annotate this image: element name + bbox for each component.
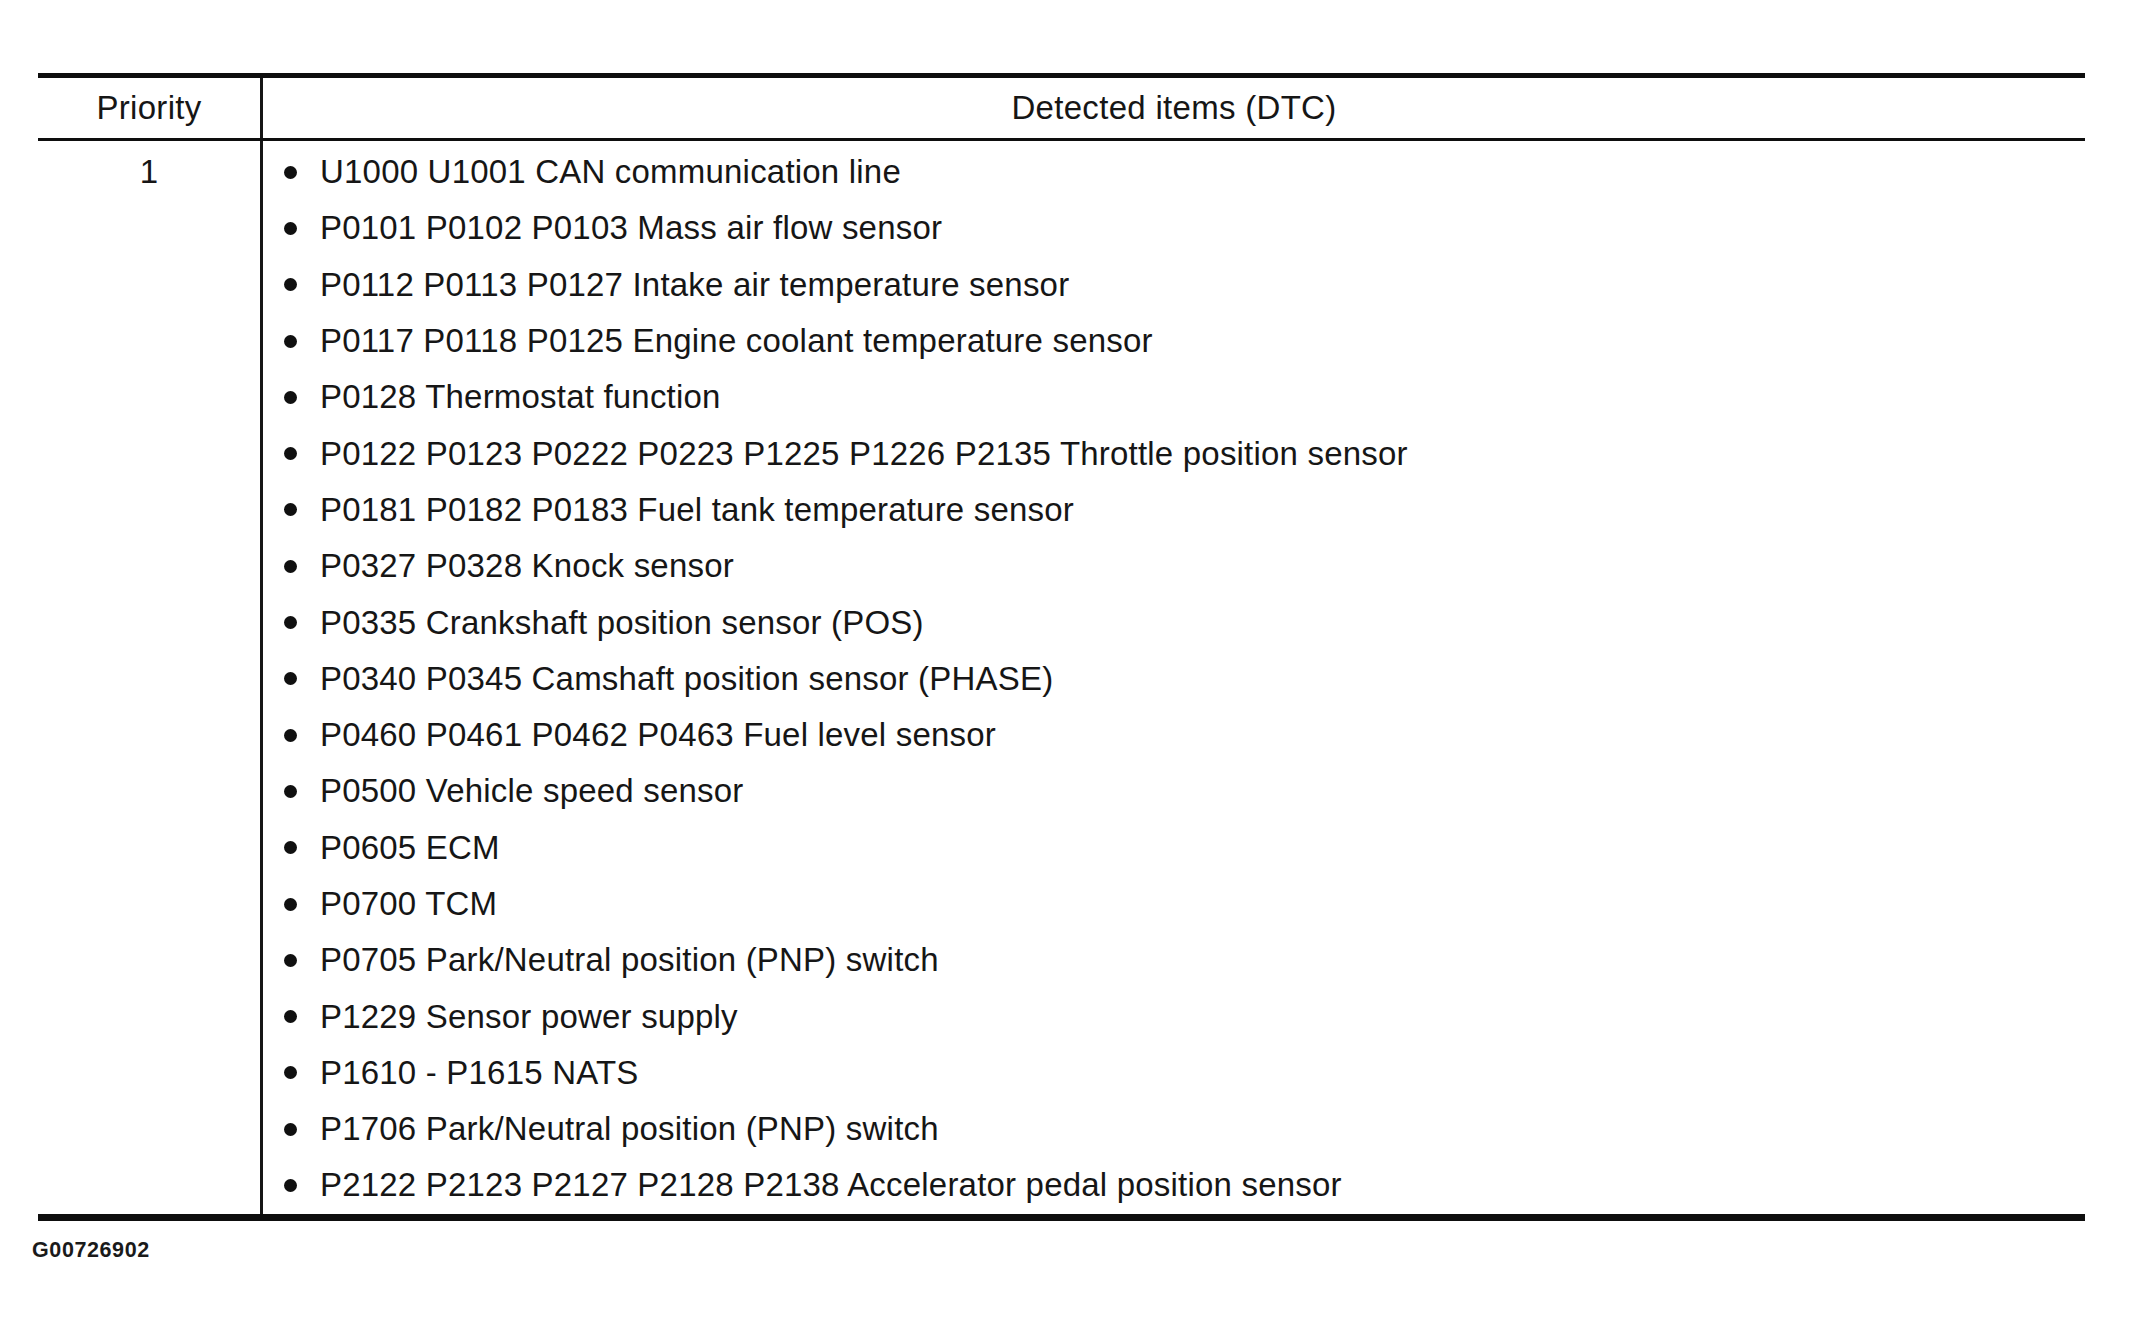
dtc-list: U1000 U1001 CAN communication line P0101… — [263, 141, 2085, 1214]
dtc-item-text: P0128 Thermostat function — [320, 378, 721, 416]
dtc-list-item: U1000 U1001 CAN communication line — [284, 144, 2085, 200]
dtc-item-text: P1706 Park/Neutral position (PNP) switch — [320, 1110, 939, 1148]
bullet-icon — [284, 391, 297, 404]
dtc-item-text: P0705 Park/Neutral position (PNP) switch — [320, 941, 939, 979]
dtc-list-item: P0327 P0328 Knock sensor — [284, 538, 2085, 594]
dtc-list-item: P0101 P0102 P0103 Mass air flow sensor — [284, 200, 2085, 256]
dtc-list-item: P0122 P0123 P0222 P0223 P1225 P1226 P213… — [284, 425, 2085, 481]
bullet-icon — [284, 1066, 297, 1079]
bullet-icon — [284, 729, 297, 742]
dtc-list-item: P0335 Crankshaft position sensor (POS) — [284, 594, 2085, 650]
dtc-list-item: P0605 ECM — [284, 820, 2085, 876]
dtc-item-text: P0327 P0328 Knock sensor — [320, 547, 734, 585]
dtc-item-text: P0335 Crankshaft position sensor (POS) — [320, 604, 924, 642]
dtc-item-text: P0460 P0461 P0462 P0463 Fuel level senso… — [320, 716, 996, 754]
detected-items-cell: U1000 U1001 CAN communication line P0101… — [263, 141, 2085, 1214]
header-cell-detected-items: Detected items (DTC) — [263, 78, 2085, 138]
dtc-list-item: P2122 P2123 P2127 P2128 P2138 Accelerato… — [284, 1157, 2085, 1213]
dtc-item-text: P0605 ECM — [320, 829, 500, 867]
dtc-list-item: P0117 P0118 P0125 Engine coolant tempera… — [284, 313, 2085, 369]
dtc-item-text: P1610 - P1615 NATS — [320, 1054, 639, 1092]
dtc-list-item: P0181 P0182 P0183 Fuel tank temperature … — [284, 482, 2085, 538]
dtc-item-text: P0181 P0182 P0183 Fuel tank temperature … — [320, 491, 1074, 529]
dtc-list-item: P1229 Sensor power supply — [284, 988, 2085, 1044]
bullet-icon — [284, 560, 297, 573]
bullet-icon — [284, 1010, 297, 1023]
dtc-item-text: P0112 P0113 P0127 Intake air temperature… — [320, 266, 1069, 304]
dtc-item-text: P0117 P0118 P0125 Engine coolant tempera… — [320, 322, 1153, 360]
bullet-icon — [284, 898, 297, 911]
bullet-icon — [284, 335, 297, 348]
bullet-icon — [284, 785, 297, 798]
dtc-item-text: P0101 P0102 P0103 Mass air flow sensor — [320, 209, 942, 247]
dtc-item-text: P0700 TCM — [320, 885, 497, 923]
bullet-icon — [284, 1179, 297, 1192]
dtc-list-item: P0128 Thermostat function — [284, 369, 2085, 425]
figure-caption: G00726902 — [32, 1238, 150, 1263]
bullet-icon — [284, 503, 297, 516]
bullet-icon — [284, 616, 297, 629]
table-header-row: Priority Detected items (DTC) — [38, 78, 2085, 141]
dtc-item-text: P1229 Sensor power supply — [320, 998, 738, 1036]
table-body-row: 1 U1000 U1001 CAN communication line P01… — [38, 141, 2085, 1214]
dtc-list-item: P0112 P0113 P0127 Intake air temperature… — [284, 257, 2085, 313]
document-page: Priority Detected items (DTC) 1 U1000 U1… — [0, 0, 2129, 1338]
dtc-priority-table: Priority Detected items (DTC) 1 U1000 U1… — [38, 73, 2085, 1221]
dtc-list-item: P0460 P0461 P0462 P0463 Fuel level senso… — [284, 707, 2085, 763]
dtc-item-text: P0122 P0123 P0222 P0223 P1225 P1226 P213… — [320, 435, 1408, 473]
dtc-list-item: P0340 P0345 Camshaft position sensor (PH… — [284, 651, 2085, 707]
bullet-icon — [284, 954, 297, 967]
dtc-item-text: P0340 P0345 Camshaft position sensor (PH… — [320, 660, 1053, 698]
priority-value: 1 — [38, 141, 263, 1214]
dtc-item-text: P2122 P2123 P2127 P2128 P2138 Accelerato… — [320, 1166, 1342, 1204]
bullet-icon — [284, 278, 297, 291]
dtc-list-item: P1706 Park/Neutral position (PNP) switch — [284, 1101, 2085, 1157]
bullet-icon — [284, 222, 297, 235]
bullet-icon — [284, 166, 297, 179]
dtc-list-item: P1610 - P1615 NATS — [284, 1045, 2085, 1101]
header-cell-priority: Priority — [38, 78, 263, 138]
bullet-icon — [284, 1123, 297, 1136]
bullet-icon — [284, 841, 297, 854]
dtc-item-text: U1000 U1001 CAN communication line — [320, 153, 901, 191]
dtc-item-text: P0500 Vehicle speed sensor — [320, 772, 744, 810]
dtc-list-item: P0500 Vehicle speed sensor — [284, 763, 2085, 819]
dtc-list-item: P0700 TCM — [284, 876, 2085, 932]
bullet-icon — [284, 672, 297, 685]
bullet-icon — [284, 447, 297, 460]
dtc-list-item: P0705 Park/Neutral position (PNP) switch — [284, 932, 2085, 988]
